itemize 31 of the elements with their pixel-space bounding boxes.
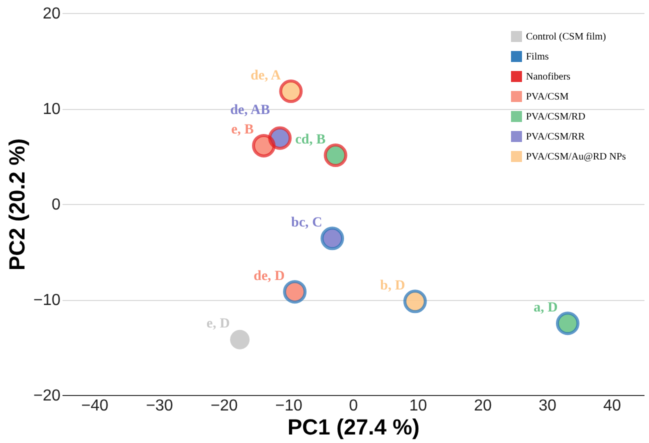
y-axis-title: PC2 (20.2 %) — [4, 138, 30, 271]
x-tick-label: −20 — [210, 398, 238, 414]
x-tick-label: 10 — [409, 398, 428, 414]
legend-label: PVA/CSM/Au@RD NPs — [526, 152, 626, 162]
data-label: b, D — [380, 278, 406, 294]
legend-label: PVA/CSM/RD — [526, 112, 586, 122]
x-tick-label: 0 — [349, 398, 358, 414]
legend-label: Control (CSM film) — [526, 32, 606, 42]
data-label: bc, C — [291, 215, 322, 230]
x-tick-label: −30 — [146, 398, 174, 414]
legend-label: PVA/CSM — [526, 92, 569, 102]
y-tick-label: 10 — [42, 101, 61, 118]
y-tick-label: −10 — [33, 292, 61, 309]
x-tick-label: −40 — [81, 398, 109, 414]
data-label: a, D — [534, 300, 558, 316]
x-tick-label: 40 — [603, 398, 622, 414]
data-label: de, D — [254, 268, 285, 284]
data-label: cd, B — [295, 132, 326, 148]
x-tick-label: 30 — [538, 398, 556, 414]
x-axis-title: PC1 (27.4 %) — [287, 414, 420, 440]
x-tick-label: −10 — [275, 398, 303, 414]
data-label: e, B — [231, 122, 254, 138]
y-tick-label: 20 — [42, 6, 61, 22]
legend-label: Films — [526, 52, 549, 62]
y-tick-label: 0 — [52, 196, 61, 214]
data-label: de, A — [250, 68, 282, 84]
point — [230, 330, 250, 350]
x-tick-label: 20 — [474, 398, 492, 414]
legend-label: PVA/CSM/RR — [526, 132, 586, 142]
legend-label: Nanofibers — [526, 72, 571, 82]
data-label: de, AB — [230, 103, 270, 118]
